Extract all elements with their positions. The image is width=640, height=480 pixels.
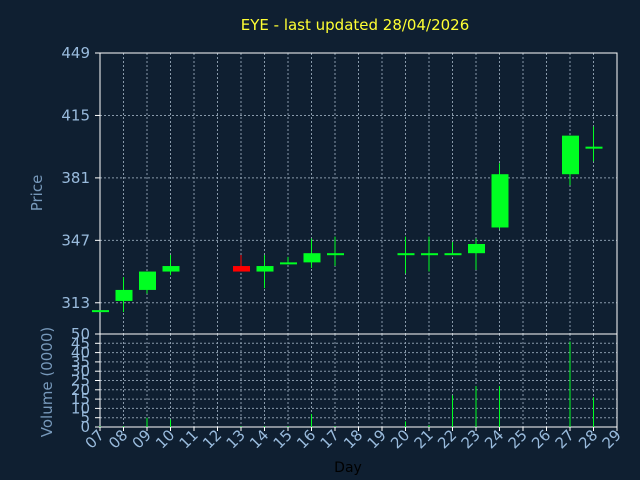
candle-day-07 — [92, 310, 109, 313]
candle-body — [303, 253, 321, 263]
candle-day-14 — [256, 255, 274, 289]
candle-day-09 — [139, 271, 156, 294]
candle-body — [92, 310, 109, 313]
chart-title: EYE - last updated 28/04/2026 — [241, 16, 470, 34]
price-tick-label: 415 — [61, 106, 90, 124]
candle-body — [139, 271, 156, 290]
candle-body — [562, 135, 579, 175]
candle-day-28 — [585, 126, 603, 162]
candle-day-27 — [562, 135, 579, 186]
day-tick-labels: 0708091011121314151617181920212223242526… — [82, 426, 625, 452]
candle-body — [327, 253, 344, 256]
volume-tick-label: 35 — [71, 353, 90, 371]
volume-tick-label: 25 — [71, 372, 90, 390]
candle-body — [397, 253, 415, 256]
candle-body — [256, 266, 274, 272]
candle-body — [280, 262, 297, 265]
volume-tick-label: 10 — [71, 399, 90, 417]
candle-body — [491, 174, 509, 228]
day-axis-label: Day — [334, 460, 362, 476]
volume-tick-label: 5 — [80, 409, 90, 427]
candle-day-20 — [397, 236, 415, 274]
candle-day-16 — [303, 238, 321, 268]
volume-tick-label: 40 — [71, 344, 90, 362]
candle-body — [233, 266, 250, 272]
candle-day-13 — [233, 255, 250, 272]
candle-day-08 — [115, 277, 133, 312]
volume-tick-label: 20 — [71, 381, 90, 399]
price-tick-label: 347 — [61, 231, 90, 249]
price-tick-label: 381 — [61, 169, 90, 187]
volume-tick-label: 30 — [71, 362, 90, 380]
candle-day-10 — [162, 255, 180, 276]
price-panel: 313 347 381 415 449 — [61, 44, 618, 335]
candle-day-23 — [468, 238, 485, 270]
candle-day-24 — [491, 163, 509, 230]
candle-body — [468, 244, 485, 254]
candle-body — [162, 266, 180, 272]
candle-body — [421, 253, 438, 256]
candle-body — [115, 289, 133, 301]
volume-tick-label: 0 — [80, 418, 90, 436]
candle-day-21 — [421, 236, 438, 272]
candle-body — [585, 146, 603, 149]
candle-body — [444, 253, 462, 256]
volume-tick-label: 15 — [71, 390, 90, 408]
price-tick-label: 313 — [61, 294, 90, 312]
volume-axis-label: Volume (0000) — [38, 327, 56, 437]
volume-tick-label: 50 — [71, 325, 90, 343]
volume-tick-label: 45 — [71, 334, 90, 352]
candle-day-17 — [327, 236, 344, 267]
candle-day-22 — [444, 242, 462, 256]
price-tick-label: 449 — [61, 44, 90, 62]
price-axis-label: Price — [28, 175, 46, 212]
candle-day-15 — [280, 256, 297, 265]
